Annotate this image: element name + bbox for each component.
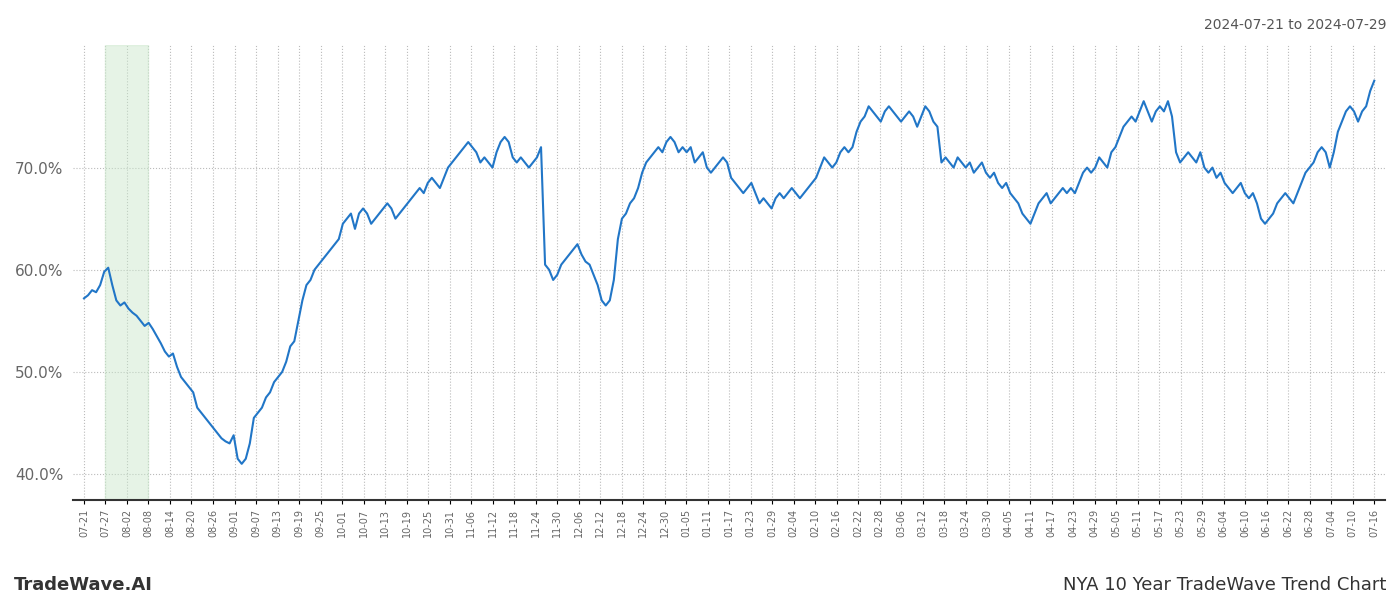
- Text: NYA 10 Year TradeWave Trend Chart: NYA 10 Year TradeWave Trend Chart: [1063, 576, 1386, 594]
- Text: 2024-07-21 to 2024-07-29: 2024-07-21 to 2024-07-29: [1204, 18, 1386, 32]
- Bar: [105, 45, 148, 500]
- Text: TradeWave.AI: TradeWave.AI: [14, 576, 153, 594]
